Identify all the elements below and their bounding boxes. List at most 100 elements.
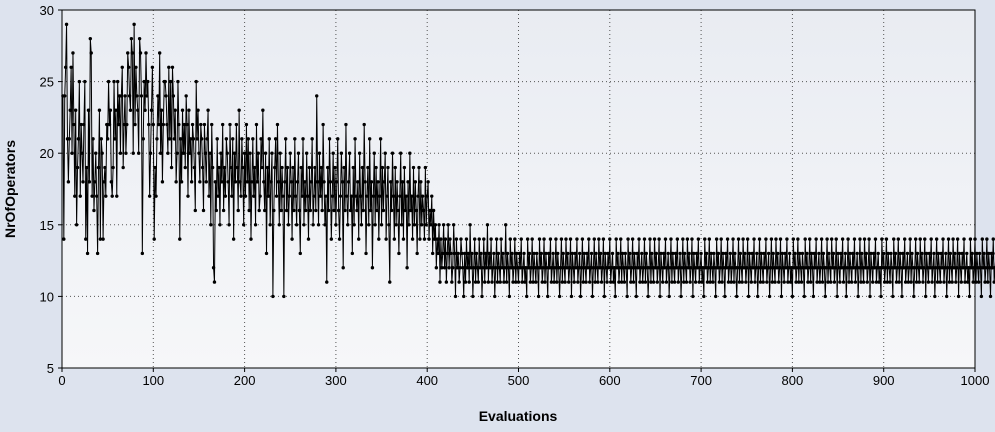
- data-point: [784, 266, 788, 270]
- data-point: [178, 237, 182, 241]
- data-point: [981, 266, 985, 270]
- data-point: [336, 137, 340, 141]
- data-point: [700, 280, 704, 284]
- x-tick-label: 0: [58, 373, 65, 388]
- data-point: [136, 151, 141, 155]
- data-point: [546, 251, 551, 256]
- data-point: [189, 137, 193, 141]
- data-point: [417, 165, 421, 170]
- data-point: [270, 151, 274, 155]
- data-point: [147, 122, 151, 127]
- data-point: [990, 266, 995, 270]
- data-point: [897, 280, 901, 284]
- data-point: [269, 180, 273, 184]
- data-point: [561, 251, 565, 256]
- data-point: [863, 266, 868, 270]
- data-point: [808, 280, 813, 284]
- data-point: [382, 180, 386, 184]
- data-point: [913, 237, 918, 241]
- data-point: [619, 280, 624, 284]
- data-point: [106, 79, 111, 84]
- data-point: [956, 294, 961, 299]
- data-point: [157, 51, 162, 55]
- data-point: [571, 266, 575, 270]
- data-point: [104, 194, 108, 198]
- data-point: [492, 251, 496, 256]
- data-point: [960, 251, 964, 256]
- data-point: [105, 137, 110, 141]
- data-point: [125, 122, 129, 127]
- data-point: [447, 266, 451, 270]
- data-point: [628, 251, 632, 256]
- data-point: [380, 165, 385, 170]
- data-point: [710, 266, 714, 270]
- data-point: [536, 294, 541, 299]
- y-tick-label: 15: [40, 218, 54, 233]
- data-point: [250, 180, 254, 184]
- data-point: [170, 65, 175, 69]
- data-point: [491, 266, 495, 270]
- data-point: [850, 280, 854, 284]
- data-point: [697, 280, 701, 284]
- data-point: [671, 251, 675, 256]
- data-point: [992, 280, 995, 284]
- data-point: [363, 180, 367, 184]
- data-point: [308, 208, 313, 213]
- data-point: [495, 280, 500, 284]
- data-point: [94, 151, 98, 155]
- data-point: [262, 208, 267, 213]
- data-point: [154, 194, 158, 198]
- data-point: [742, 266, 746, 270]
- data-point: [467, 280, 471, 284]
- data-point: [348, 208, 353, 213]
- data-point: [693, 266, 697, 270]
- data-point: [945, 266, 950, 270]
- data-point: [176, 79, 180, 84]
- data-point: [572, 280, 576, 284]
- data-point: [637, 237, 641, 241]
- data-point: [702, 294, 706, 299]
- data-point: [652, 237, 657, 241]
- data-point: [366, 165, 370, 170]
- data-point: [454, 237, 459, 241]
- data-point: [84, 237, 88, 241]
- data-point: [988, 294, 993, 299]
- data-point: [373, 223, 377, 227]
- data-point: [511, 280, 515, 284]
- series-markers: [61, 22, 995, 299]
- data-point: [520, 280, 524, 284]
- data-point: [538, 266, 543, 270]
- data-point: [621, 266, 626, 270]
- data-point: [986, 251, 991, 256]
- data-point: [825, 237, 829, 241]
- data-point: [894, 280, 899, 284]
- data-point: [651, 266, 655, 270]
- data-point: [354, 194, 358, 198]
- data-point: [556, 251, 560, 256]
- data-point: [286, 223, 291, 227]
- data-point: [169, 165, 174, 170]
- data-point: [639, 266, 643, 270]
- data-point: [579, 266, 584, 270]
- data-point: [980, 237, 984, 241]
- data-point: [692, 251, 696, 256]
- data-point: [345, 194, 349, 198]
- data-point: [256, 151, 260, 155]
- data-point: [922, 266, 926, 270]
- data-point: [978, 266, 983, 270]
- data-point: [795, 266, 799, 270]
- data-point: [576, 280, 580, 284]
- data-point: [531, 280, 535, 284]
- data-point: [935, 280, 940, 284]
- data-point: [542, 237, 546, 241]
- data-point: [346, 223, 350, 227]
- data-point: [575, 237, 579, 241]
- data-point: [853, 280, 858, 284]
- data-point: [711, 280, 715, 284]
- data-point: [629, 280, 633, 284]
- data-point: [362, 122, 366, 127]
- data-point: [925, 266, 930, 270]
- data-point: [358, 194, 363, 198]
- data-point: [535, 251, 539, 256]
- data-point: [961, 266, 965, 270]
